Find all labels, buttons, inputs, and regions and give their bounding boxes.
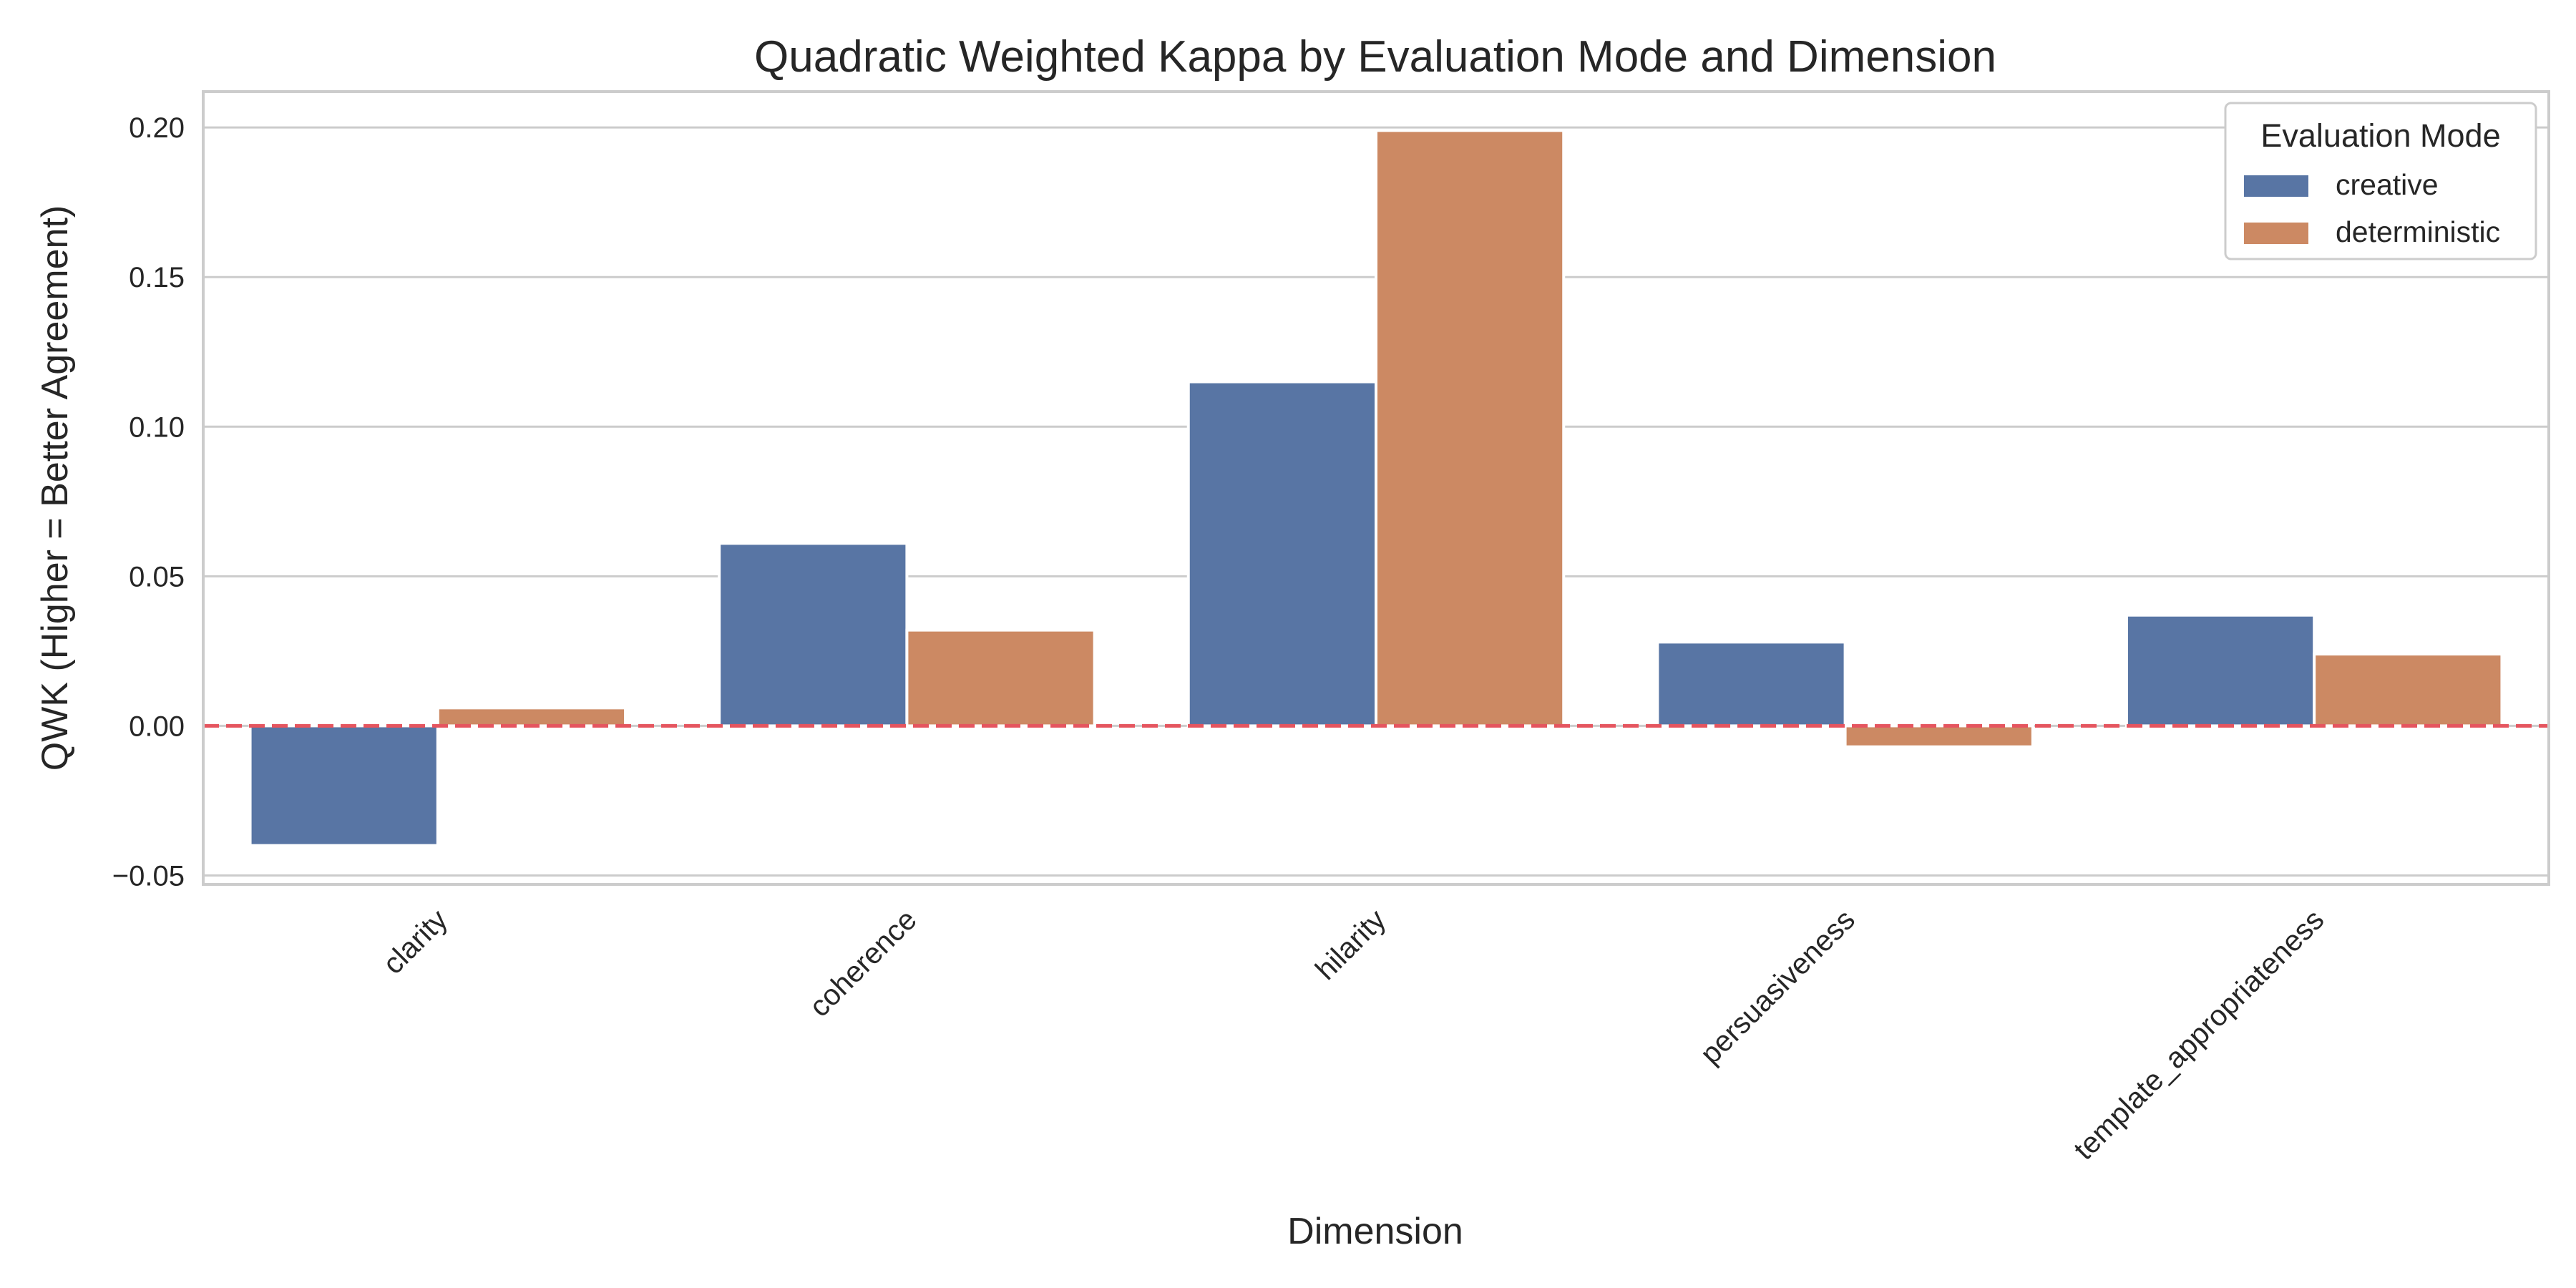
- bar-deterministic-persuasiveness: [1843, 724, 2034, 748]
- legend-box: [2224, 102, 2537, 260]
- bar-creative-persuasiveness: [1656, 640, 1847, 728]
- bar-creative-template_appropriateness: [2124, 613, 2316, 728]
- y-tick-label: 0.00: [129, 711, 185, 742]
- bar-creative-hilarity: [1186, 380, 1377, 728]
- y-tick-label: 0.05: [129, 561, 185, 592]
- bar-creative-clarity: [248, 724, 439, 847]
- legend-label-creative: creative: [2336, 168, 2439, 201]
- legend: Evaluation Mode creative deterministic: [2224, 102, 2537, 260]
- y-tick-label: −0.05: [112, 860, 185, 892]
- y-tick-label: 0.15: [129, 262, 185, 293]
- bar-creative-coherence: [718, 542, 909, 728]
- bar-deterministic-hilarity: [1375, 129, 1566, 728]
- y-axis-ticks: −0.05 0.00 0.05 0.10 0.15 0.20: [112, 112, 185, 892]
- bar-deterministic-template_appropriateness: [2313, 653, 2504, 728]
- chart-title: Quadratic Weighted Kappa by Evaluation M…: [754, 32, 1996, 82]
- y-tick-label: 0.20: [129, 112, 185, 144]
- bars: [248, 129, 2504, 847]
- y-axis-label: QWK (Higher = Better Agreement): [34, 205, 76, 771]
- x-axis-label: Dimension: [1287, 1211, 1463, 1252]
- legend-label-deterministic: deterministic: [2336, 215, 2500, 248]
- y-tick-label: 0.10: [129, 411, 185, 443]
- bar-deterministic-clarity: [436, 706, 628, 728]
- legend-swatch-deterministic: [2244, 223, 2308, 244]
- legend-title: Evaluation Mode: [2260, 117, 2500, 154]
- legend-swatch-creative: [2244, 175, 2308, 197]
- legend-entries: creative deterministic: [2244, 168, 2500, 248]
- bar-deterministic-coherence: [905, 628, 1096, 728]
- plot-frame: [202, 90, 2550, 886]
